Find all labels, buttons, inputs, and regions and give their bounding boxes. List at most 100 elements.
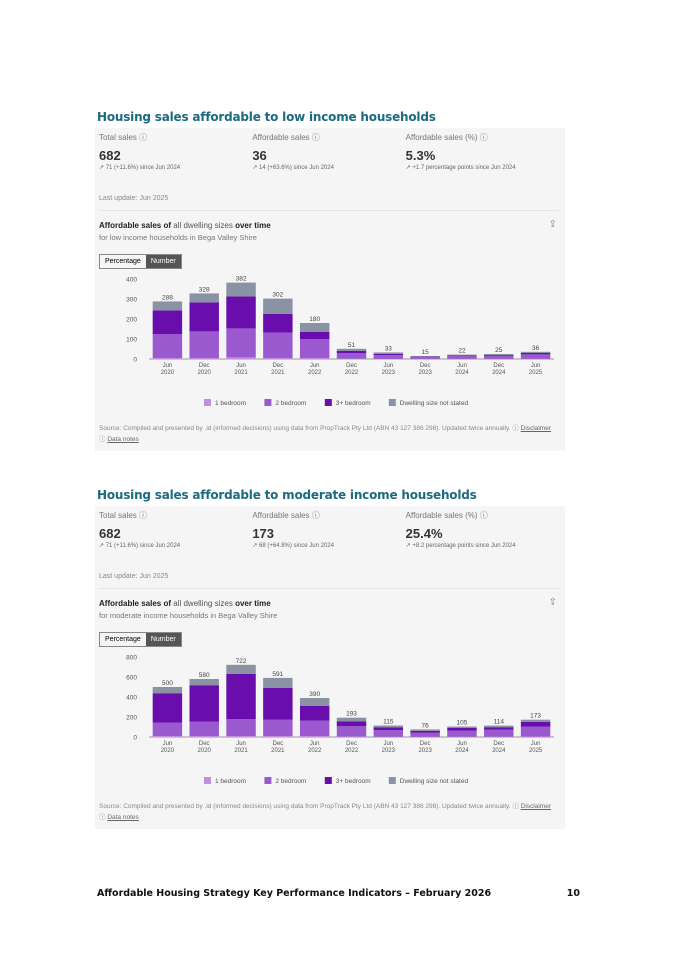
x-tick-label: 2023	[382, 370, 396, 376]
data-label: 328	[199, 286, 210, 293]
data-notes-link[interactable]: Data notes	[107, 814, 139, 821]
data-label: 580	[199, 672, 210, 679]
bar-segment	[226, 328, 256, 358]
bar-segment	[373, 727, 404, 731]
bar-segment	[447, 355, 477, 357]
bar-segment	[336, 351, 367, 353]
legend-swatch	[204, 777, 211, 784]
section-1: Housing sales affordable to moderate inc…	[95, 488, 565, 829]
info-icon[interactable]: ⓘ	[311, 511, 320, 520]
bar-segment	[336, 736, 367, 737]
x-tick-label: Jun	[457, 741, 467, 747]
legend-swatch	[324, 777, 332, 784]
bar-segment	[336, 353, 367, 359]
bar-segment	[299, 720, 330, 737]
info-icon[interactable]: ⓘ	[311, 133, 320, 142]
chart-title: Affordable sales of all dwelling sizes o…	[99, 219, 559, 230]
legend-label: 3+ bedroom	[336, 778, 371, 785]
kpi-card: Affordable sales (%) ⓘ 25.4% ↗ +8.2 percen…	[406, 510, 559, 549]
bar-segment	[189, 721, 219, 737]
bar-segment	[189, 685, 219, 722]
section-0: Housing sales affordable to low income h…	[95, 110, 565, 451]
x-tick-label: Dec	[346, 741, 357, 747]
data-label: 180	[309, 316, 320, 323]
x-tick-label: 2023	[418, 370, 432, 376]
x-tick-label: Dec	[420, 363, 431, 369]
bar-segment	[263, 332, 293, 358]
bar-segment	[299, 323, 330, 332]
x-tick-label: Jun	[383, 741, 393, 747]
share-icon[interactable]: ⇪	[548, 219, 557, 230]
y-tick-label: 600	[126, 675, 137, 682]
chart-title-b: all dwelling sizes	[173, 221, 233, 230]
chart-title: Affordable sales of all dwelling sizes o…	[99, 597, 559, 608]
x-tick-label: 2022	[308, 748, 322, 754]
x-tick-label: Jun	[531, 741, 541, 747]
bar-segment	[226, 357, 256, 359]
last-update: Last update: Jun 2025	[99, 573, 559, 589]
trend-up-icon: ↗	[252, 543, 258, 549]
percentage-button[interactable]: Percentage	[105, 258, 141, 265]
x-tick-label: Jun	[236, 363, 246, 369]
info-icon[interactable]: ⓘ	[139, 511, 148, 520]
y-tick-label: 0	[133, 735, 137, 742]
percentage-button[interactable]: Percentage	[105, 636, 141, 643]
source-note: Source: Compiled and presented by .id (i…	[99, 425, 511, 432]
kpi-value: 682	[99, 148, 121, 163]
legend-swatch	[264, 777, 272, 784]
data-notes-link[interactable]: Data notes	[107, 436, 139, 443]
x-tick-label: Jun	[310, 741, 320, 747]
data-label: 114	[494, 719, 505, 726]
x-tick-label: 2023	[382, 748, 396, 754]
bar-segment	[152, 722, 183, 737]
page-number: 10	[566, 888, 580, 899]
bar-segment	[152, 334, 183, 358]
info-icon[interactable]: ⓘ	[479, 511, 488, 520]
trend-up-icon: ↗	[252, 165, 258, 171]
bar-segment	[373, 725, 404, 728]
panel: Total sales ⓘ 682 ↗ 71 (+11.6%) since Jun …	[95, 128, 565, 451]
data-label: 722	[236, 658, 247, 665]
disclaimer-link[interactable]: Disclaimer	[520, 803, 551, 810]
kpi-value: 36	[252, 148, 267, 163]
legend-label: 1 bedroom	[215, 778, 246, 785]
x-tick-label: Dec	[346, 363, 357, 369]
x-tick-label: 2020	[198, 370, 212, 376]
kpi-label: Affordable sales (%)	[405, 133, 478, 142]
info-icon[interactable]: ⓘ	[139, 133, 148, 142]
disclaimer-link[interactable]: Disclaimer	[520, 425, 551, 432]
bar-segment	[373, 354, 404, 356]
data-label: 390	[309, 691, 320, 698]
share-icon[interactable]: ⇪	[548, 597, 557, 608]
kpi-label: Affordable sales	[252, 511, 310, 520]
x-tick-label: 2025	[529, 748, 543, 754]
number-button[interactable]: Number	[145, 255, 181, 268]
section-title: Housing sales affordable to moderate inc…	[97, 488, 477, 502]
bar-segment	[299, 698, 330, 706]
bar-segment	[189, 679, 219, 686]
x-tick-label: Jun	[236, 741, 246, 747]
bar-segment	[226, 736, 256, 737]
bar-segment	[520, 736, 551, 737]
kpi-value: 25.4%	[405, 526, 443, 541]
bar-segment	[263, 358, 293, 359]
legend-swatch	[204, 399, 211, 406]
x-tick-label: Dec	[493, 363, 504, 369]
bar-segment	[447, 730, 477, 737]
kpi-label: Total sales	[99, 511, 137, 520]
kpi-card: Total sales ⓘ 682 ↗ 71 (+11.6%) since Jun …	[99, 132, 252, 171]
kpi-delta: 71 (+11.6%) since Jun 2024	[105, 165, 181, 171]
bar-segment	[189, 331, 219, 358]
x-tick-label: Jun	[163, 741, 173, 747]
trend-up-icon: ↗	[405, 543, 411, 549]
number-button[interactable]: Number	[145, 633, 181, 646]
legend-label: 2 bedroom	[275, 778, 306, 785]
legend-swatch	[264, 399, 272, 406]
info-icon[interactable]: ⓘ	[479, 133, 488, 142]
bar-segment	[299, 358, 330, 359]
legend-label: Dwelling size not stated	[400, 400, 469, 407]
y-tick-label: 200	[126, 317, 137, 324]
kpi-value: 173	[252, 526, 275, 541]
x-tick-label: Jun	[310, 363, 320, 369]
legend-swatch	[388, 777, 396, 784]
